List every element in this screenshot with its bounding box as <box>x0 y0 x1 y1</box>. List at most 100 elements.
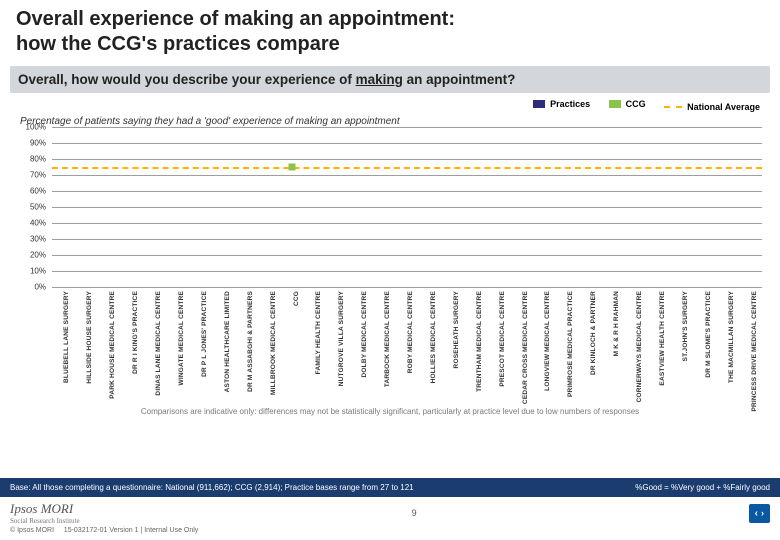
x-tick-label: DOLBY MEDICAL CENTRE <box>361 291 368 377</box>
x-tick: PRINCESS DRIVE MEDICAL CENTRE <box>739 287 762 405</box>
x-tick: TRENTHAM MEDICAL CENTRE <box>464 287 487 405</box>
x-tick: PARK HOUSE MEDICAL CENTRE <box>98 287 121 405</box>
x-tick: WINGATE MEDICAL CENTRE <box>167 287 190 405</box>
y-tick-label: 90% <box>30 139 46 148</box>
x-tick: DINAS LANE MEDICAL CENTRE <box>144 287 167 405</box>
question-pre: Overall, how would you describe your exp… <box>18 72 356 87</box>
y-tick-label: 0% <box>34 283 46 292</box>
y-tick-label: 80% <box>30 155 46 164</box>
legend-national: National Average <box>664 102 760 112</box>
brand-logo: Ipsos MORI Social Research Institute <box>10 501 80 525</box>
page-number: 9 <box>80 508 749 518</box>
x-tick-label: EASTVIEW HEALTH CENTRE <box>659 291 666 386</box>
x-tick: CCG <box>281 287 304 405</box>
question-bar: Overall, how would you describe your exp… <box>10 66 770 93</box>
x-tick: DR M SLOME'S PRACTICE <box>693 287 716 405</box>
x-tick: DR KINLOCH & PARTNER <box>579 287 602 405</box>
copyright: © Ipsos MORI <box>10 527 54 534</box>
legend-practices: Practices <box>533 99 590 109</box>
x-tick: CORNERWAYS MEDICAL CENTRE <box>625 287 648 405</box>
y-tick-label: 60% <box>30 187 46 196</box>
footer: Base: All those completing a questionnai… <box>0 478 780 540</box>
x-tick: DR P L JONES' PRACTICE <box>189 287 212 405</box>
legend-ccg-label: CCG <box>626 99 646 109</box>
x-tick-label: HOLLIES MEDICAL CENTRE <box>430 291 437 383</box>
x-tick: EASTVIEW HEALTH CENTRE <box>648 287 671 405</box>
x-tick: CEDAR CROSS MEDICAL CENTRE <box>510 287 533 405</box>
x-tick-label: PRINCESS DRIVE MEDICAL CENTRE <box>751 291 758 412</box>
x-tick-label: M K & R H RAHMAN <box>613 291 620 356</box>
x-tick: HOLLIES MEDICAL CENTRE <box>419 287 442 405</box>
x-tick-label: PARK HOUSE MEDICAL CENTRE <box>109 291 116 399</box>
x-tick-label: ASTON HEALTHCARE LIMITED <box>224 291 231 392</box>
x-tick-label: HILLSIDE HOUSE SURGERY <box>86 291 93 384</box>
chart-subtitle: Percentage of patients saying they had a… <box>0 114 780 127</box>
good-definition: %Good = %Very good + %Fairly good <box>635 483 770 492</box>
x-tick-label: TRENTHAM MEDICAL CENTRE <box>476 291 483 392</box>
x-tick: M K & R H RAHMAN <box>602 287 625 405</box>
y-tick-label: 50% <box>30 203 46 212</box>
y-tick-label: 30% <box>30 235 46 244</box>
x-tick: PRIMROSE MEDICAL PRACTICE <box>556 287 579 405</box>
comparison-note: Comparisons are indicative only: differe… <box>18 407 762 416</box>
y-tick-label: 70% <box>30 171 46 180</box>
x-tick-label: DR KINLOCH & PARTNER <box>590 291 597 375</box>
x-tick-label: ST.JOHN'S SURGERY <box>682 291 689 361</box>
national-swatch <box>664 106 682 108</box>
base-text: Base: All those completing a questionnai… <box>10 483 414 492</box>
y-tick-label: 10% <box>30 267 46 276</box>
legend: Practices CCG National Average <box>0 97 780 114</box>
x-tick: DR R I KING'S PRACTICE <box>121 287 144 405</box>
version: 15-032172-01 Version 1 | Internal Use On… <box>64 527 199 534</box>
page-title-line1: Overall experience of making an appointm… <box>16 8 764 31</box>
national-average-line <box>52 167 762 169</box>
x-tick: ASTON HEALTHCARE LIMITED <box>212 287 235 405</box>
x-tick-label: DR M ASSABGHI & PARTNERS <box>247 291 254 392</box>
question-underlined: making <box>356 72 403 87</box>
page-title-line2: how the CCG's practices compare <box>16 33 764 56</box>
x-tick-label: PRIMROSE MEDICAL PRACTICE <box>567 291 574 397</box>
x-tick-label: DR M SLOME'S PRACTICE <box>705 291 712 378</box>
x-tick-label: FAMILY HEALTH CENTRE <box>315 291 322 374</box>
x-tick-label: CEDAR CROSS MEDICAL CENTRE <box>522 291 529 404</box>
x-tick: BLUEBELL LANE SURGERY <box>52 287 75 405</box>
chart-area: 0%10%20%30%40%50%60%70%80%90%100% BLUEBE… <box>18 127 762 405</box>
x-tick-label: DR P L JONES' PRACTICE <box>201 291 208 377</box>
x-tick: PRESCOT MEDICAL CENTRE <box>487 287 510 405</box>
x-tick: DOLBY MEDICAL CENTRE <box>350 287 373 405</box>
x-tick-label: CCG <box>293 291 300 306</box>
x-tick-label: ROBY MEDICAL CENTRE <box>407 291 414 373</box>
y-tick-label: 100% <box>26 123 46 132</box>
x-tick-label: NUTGROVE VILLA SURGERY <box>338 291 345 386</box>
x-tick-label: THE MACMILLAN SURGERY <box>728 291 735 383</box>
x-tick-label: WINGATE MEDICAL CENTRE <box>178 291 185 385</box>
x-tick: MILLBROOK MEDICAL CENTRE <box>258 287 281 405</box>
x-tick: DR M ASSABGHI & PARTNERS <box>235 287 258 405</box>
y-tick-label: 40% <box>30 219 46 228</box>
x-tick: FAMILY HEALTH CENTRE <box>304 287 327 405</box>
x-tick-label: ROSEHEATH SURGERY <box>453 291 460 368</box>
x-tick-label: PRESCOT MEDICAL CENTRE <box>499 291 506 387</box>
x-tick-label: DR R I KING'S PRACTICE <box>132 291 139 374</box>
x-tick-label: CORNERWAYS MEDICAL CENTRE <box>636 291 643 402</box>
brand-subtitle: Social Research Institute <box>10 517 80 525</box>
x-tick: ROSEHEATH SURGERY <box>441 287 464 405</box>
x-tick-label: DINAS LANE MEDICAL CENTRE <box>155 291 162 396</box>
x-tick: HILLSIDE HOUSE SURGERY <box>75 287 98 405</box>
legend-practices-label: Practices <box>550 99 590 109</box>
footer-meta: © Ipsos MORI 15-032172-01 Version 1 | In… <box>0 525 780 540</box>
brand-name: Ipsos MORI <box>10 501 73 516</box>
x-tick-label: TARBOCK MEDICAL CENTRE <box>384 291 391 387</box>
footer-brand-row: Ipsos MORI Social Research Institute 9 ‹… <box>0 497 780 525</box>
legend-national-label: National Average <box>687 102 760 112</box>
y-tick-label: 20% <box>30 251 46 260</box>
ccg-marker <box>289 164 296 171</box>
ccg-swatch <box>609 100 621 108</box>
x-tick: TARBOCK MEDICAL CENTRE <box>373 287 396 405</box>
x-tick: NUTGROVE VILLA SURGERY <box>327 287 350 405</box>
x-tick: ST.JOHN'S SURGERY <box>670 287 693 405</box>
nhs-logo: ‹› <box>749 504 770 523</box>
practices-swatch <box>533 100 545 108</box>
base-bar: Base: All those completing a questionnai… <box>0 478 780 497</box>
x-axis: BLUEBELL LANE SURGERY HILLSIDE HOUSE SURG… <box>52 287 762 405</box>
